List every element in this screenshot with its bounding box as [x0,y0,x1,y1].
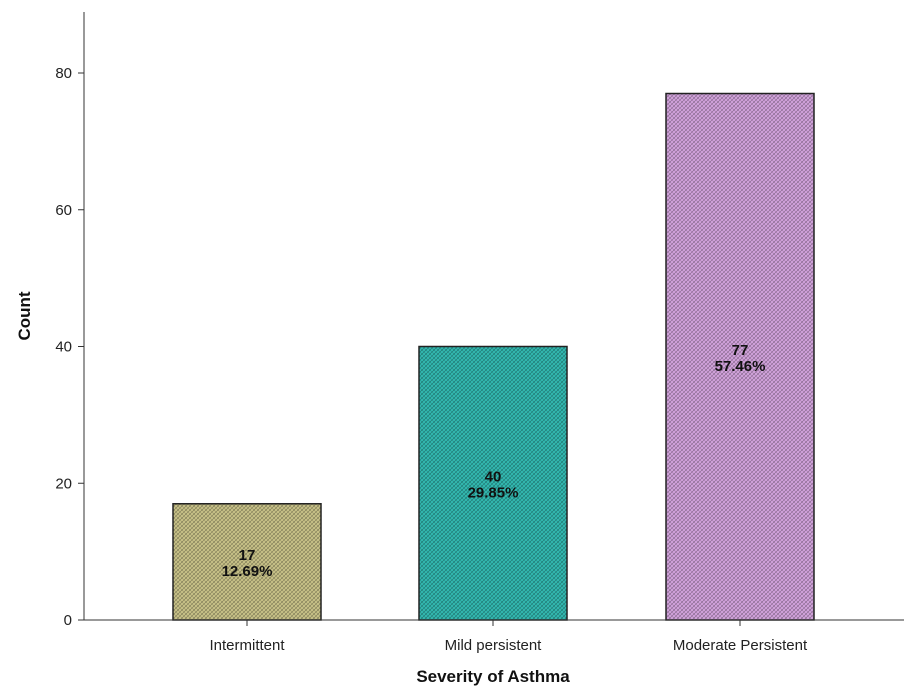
x-tick-label: Moderate Persistent [673,637,808,654]
y-tick-label: 40 [55,339,72,356]
x-axis-title: Severity of Asthma [416,667,570,686]
y-ticks-group: 0 20 40 60 80 [55,65,84,629]
x-tick-label: Intermittent [209,637,285,654]
y-tick-label: 0 [64,612,72,629]
y-axis-title: Count [15,291,34,340]
bar-mild-persistent [418,345,568,621]
bar-percent-label: 12.69% [222,563,273,580]
bar-outline [172,503,322,621]
bar-percent-label: 57.46% [715,358,766,375]
y-tick-label: 60 [55,202,72,219]
bar-percent-label: 29.85% [468,484,519,501]
bar-outline [418,345,568,621]
bar-moderate-persistent [665,92,815,621]
x-ticks-group: Intermittent Mild persistent Moderate Pers… [209,620,808,654]
bar-value-label: 77 [732,342,749,359]
bars-group [172,92,815,621]
bar-value-label: 17 [239,547,256,564]
y-tick-label: 80 [55,65,72,82]
x-tick-label: Mild persistent [445,637,543,654]
axes-group [83,12,904,621]
y-tick-label: 20 [55,475,72,492]
bar-intermittent [172,503,322,621]
bar-value-label: 40 [485,468,502,485]
